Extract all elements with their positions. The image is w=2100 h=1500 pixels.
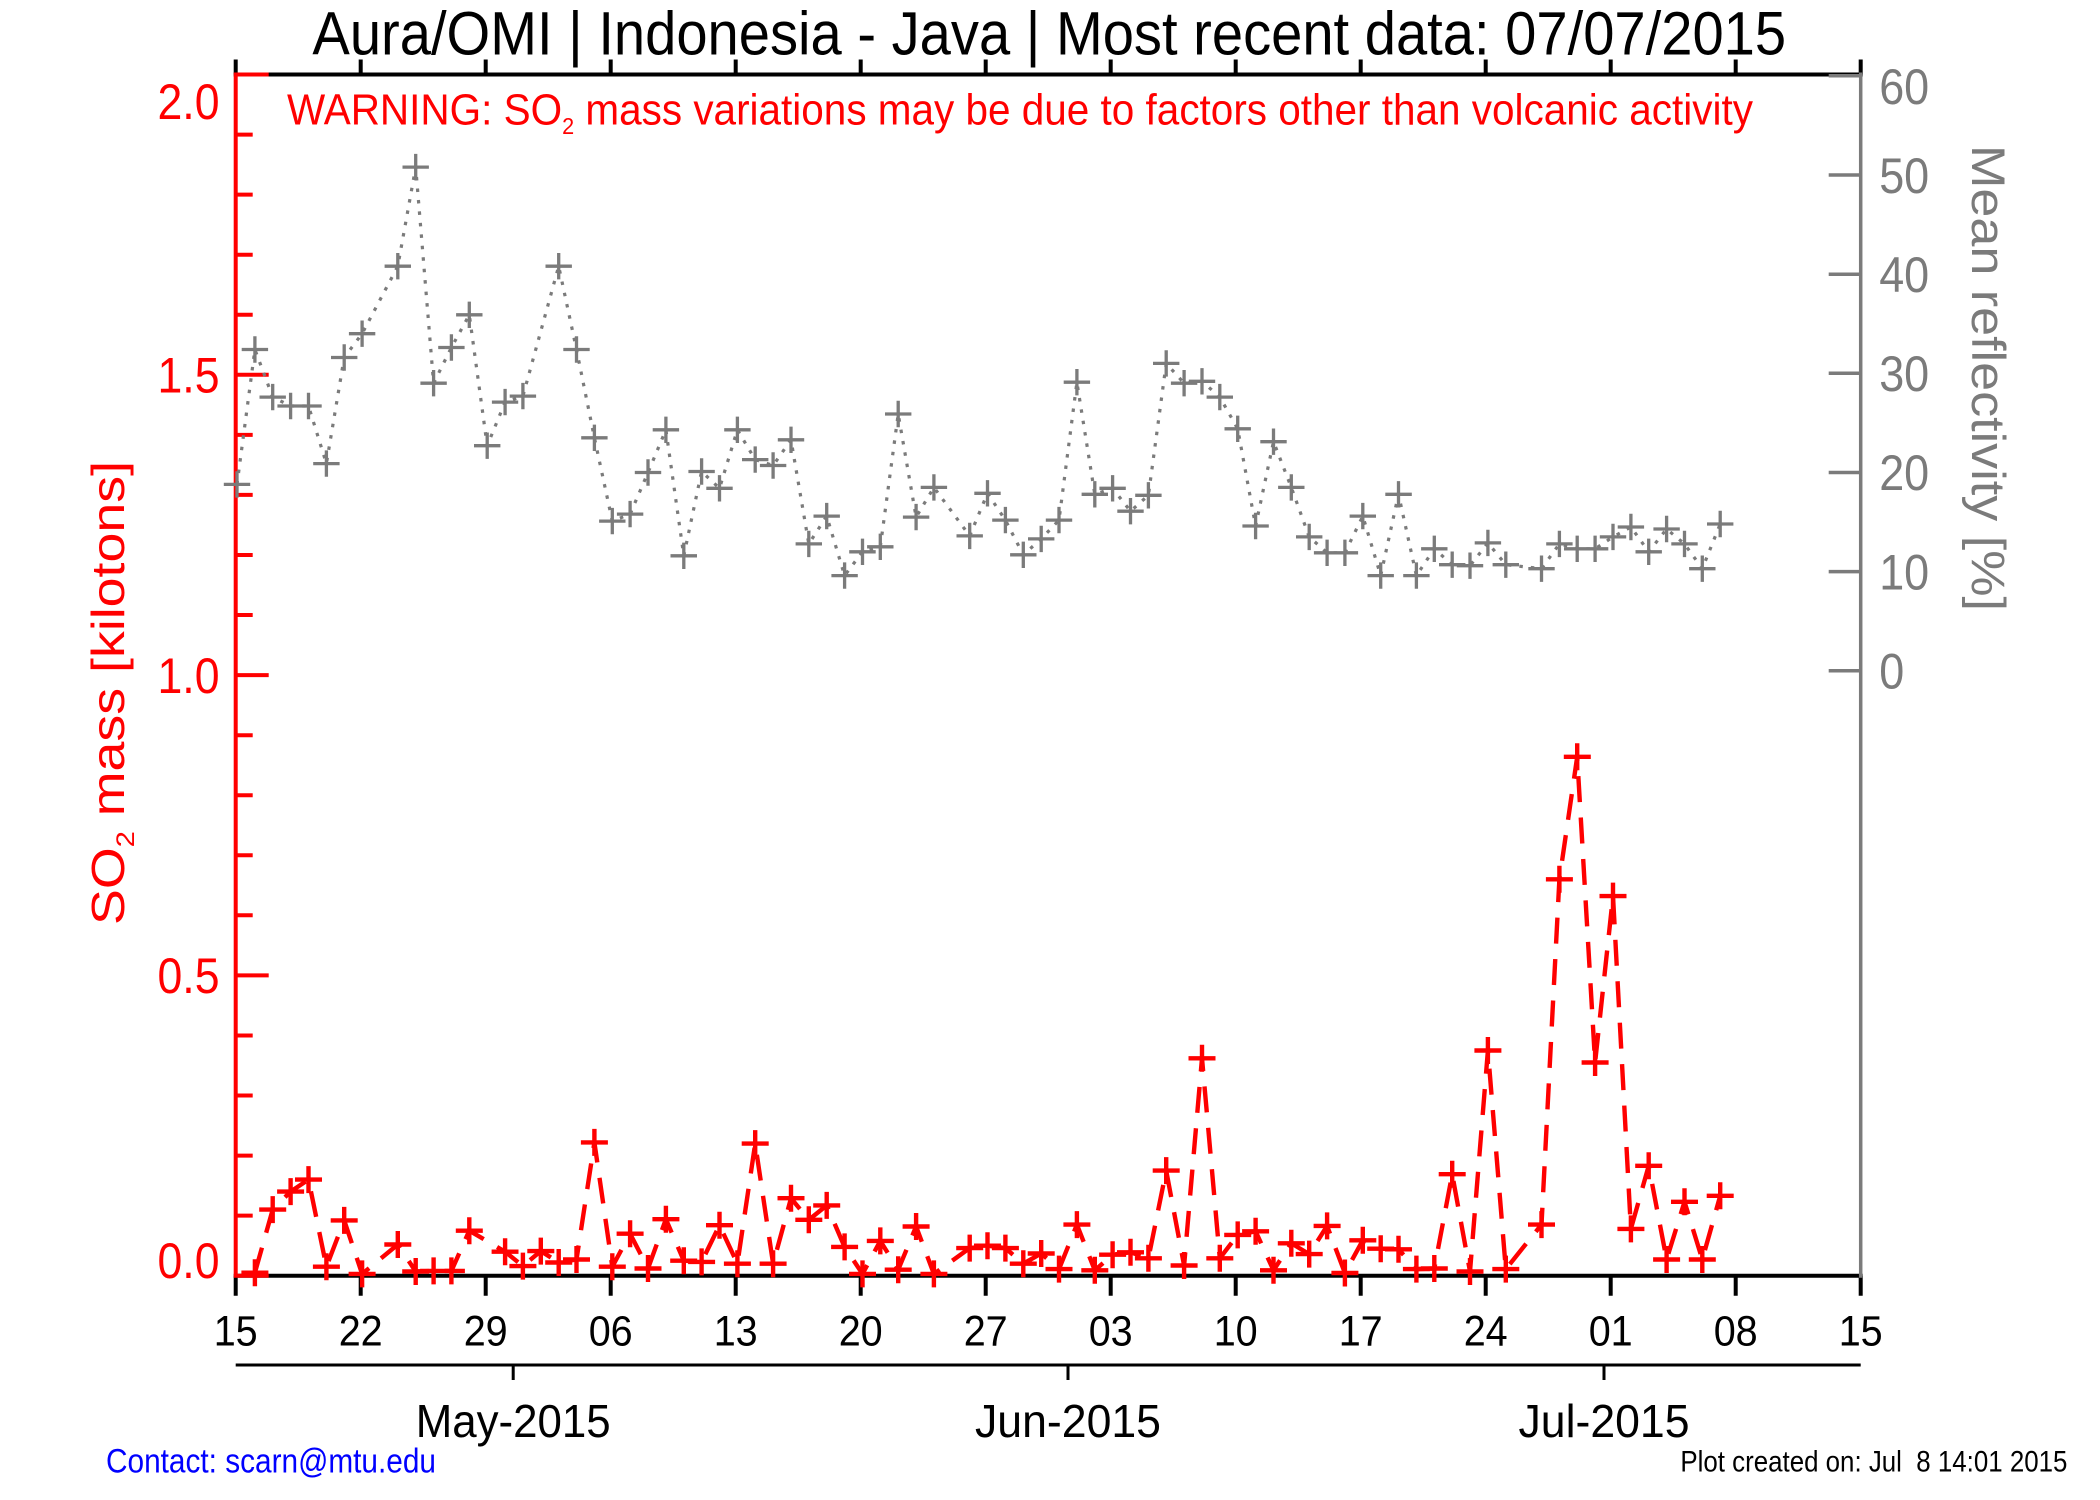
svg-text:SO2 mass [kilotons]: SO2 mass [kilotons] <box>82 461 140 925</box>
svg-text:10: 10 <box>1214 1309 1258 1356</box>
svg-text:30: 30 <box>1879 346 1929 402</box>
svg-text:Jul-2015: Jul-2015 <box>1519 1395 1690 1447</box>
svg-text:WARNING: SO2 mass variations m: WARNING: SO2 mass variations may be due … <box>287 86 1753 140</box>
svg-text:Contact: scarn@mtu.edu: Contact: scarn@mtu.edu <box>106 1443 436 1481</box>
svg-text:15: 15 <box>214 1309 258 1356</box>
svg-text:10: 10 <box>1879 544 1929 600</box>
svg-text:0.0: 0.0 <box>158 1233 220 1289</box>
svg-text:May-2015: May-2015 <box>416 1395 611 1447</box>
svg-text:Plot created on: Jul 8 14:01: Plot created on: Jul 8 14:01 2015 <box>1680 1445 2067 1478</box>
svg-text:60: 60 <box>1879 59 1929 115</box>
svg-text:0: 0 <box>1879 644 1904 700</box>
svg-text:40: 40 <box>1879 247 1929 303</box>
svg-text:50: 50 <box>1879 148 1929 204</box>
svg-text:1.5: 1.5 <box>158 348 220 404</box>
svg-text:06: 06 <box>589 1309 633 1356</box>
svg-text:1.0: 1.0 <box>158 648 220 704</box>
svg-text:13: 13 <box>714 1309 758 1356</box>
svg-text:Jun-2015: Jun-2015 <box>975 1395 1161 1447</box>
svg-text:Mean reflectivity [%]: Mean reflectivity [%] <box>1962 145 2015 611</box>
svg-text:17: 17 <box>1339 1309 1383 1356</box>
svg-text:20: 20 <box>1879 445 1929 501</box>
svg-text:0.5: 0.5 <box>158 948 220 1004</box>
svg-text:01: 01 <box>1589 1309 1633 1356</box>
svg-text:29: 29 <box>464 1309 508 1356</box>
svg-text:Aura/OMI | Indonesia - Java |: Aura/OMI | Indonesia - Java | Most recen… <box>312 0 1786 67</box>
svg-text:08: 08 <box>1714 1309 1758 1356</box>
svg-text:03: 03 <box>1089 1309 1133 1356</box>
svg-text:22: 22 <box>339 1309 383 1356</box>
svg-text:27: 27 <box>964 1309 1008 1356</box>
svg-text:24: 24 <box>1464 1309 1508 1356</box>
svg-text:20: 20 <box>839 1309 883 1356</box>
svg-text:15: 15 <box>1839 1309 1883 1356</box>
svg-text:2.0: 2.0 <box>158 74 220 130</box>
